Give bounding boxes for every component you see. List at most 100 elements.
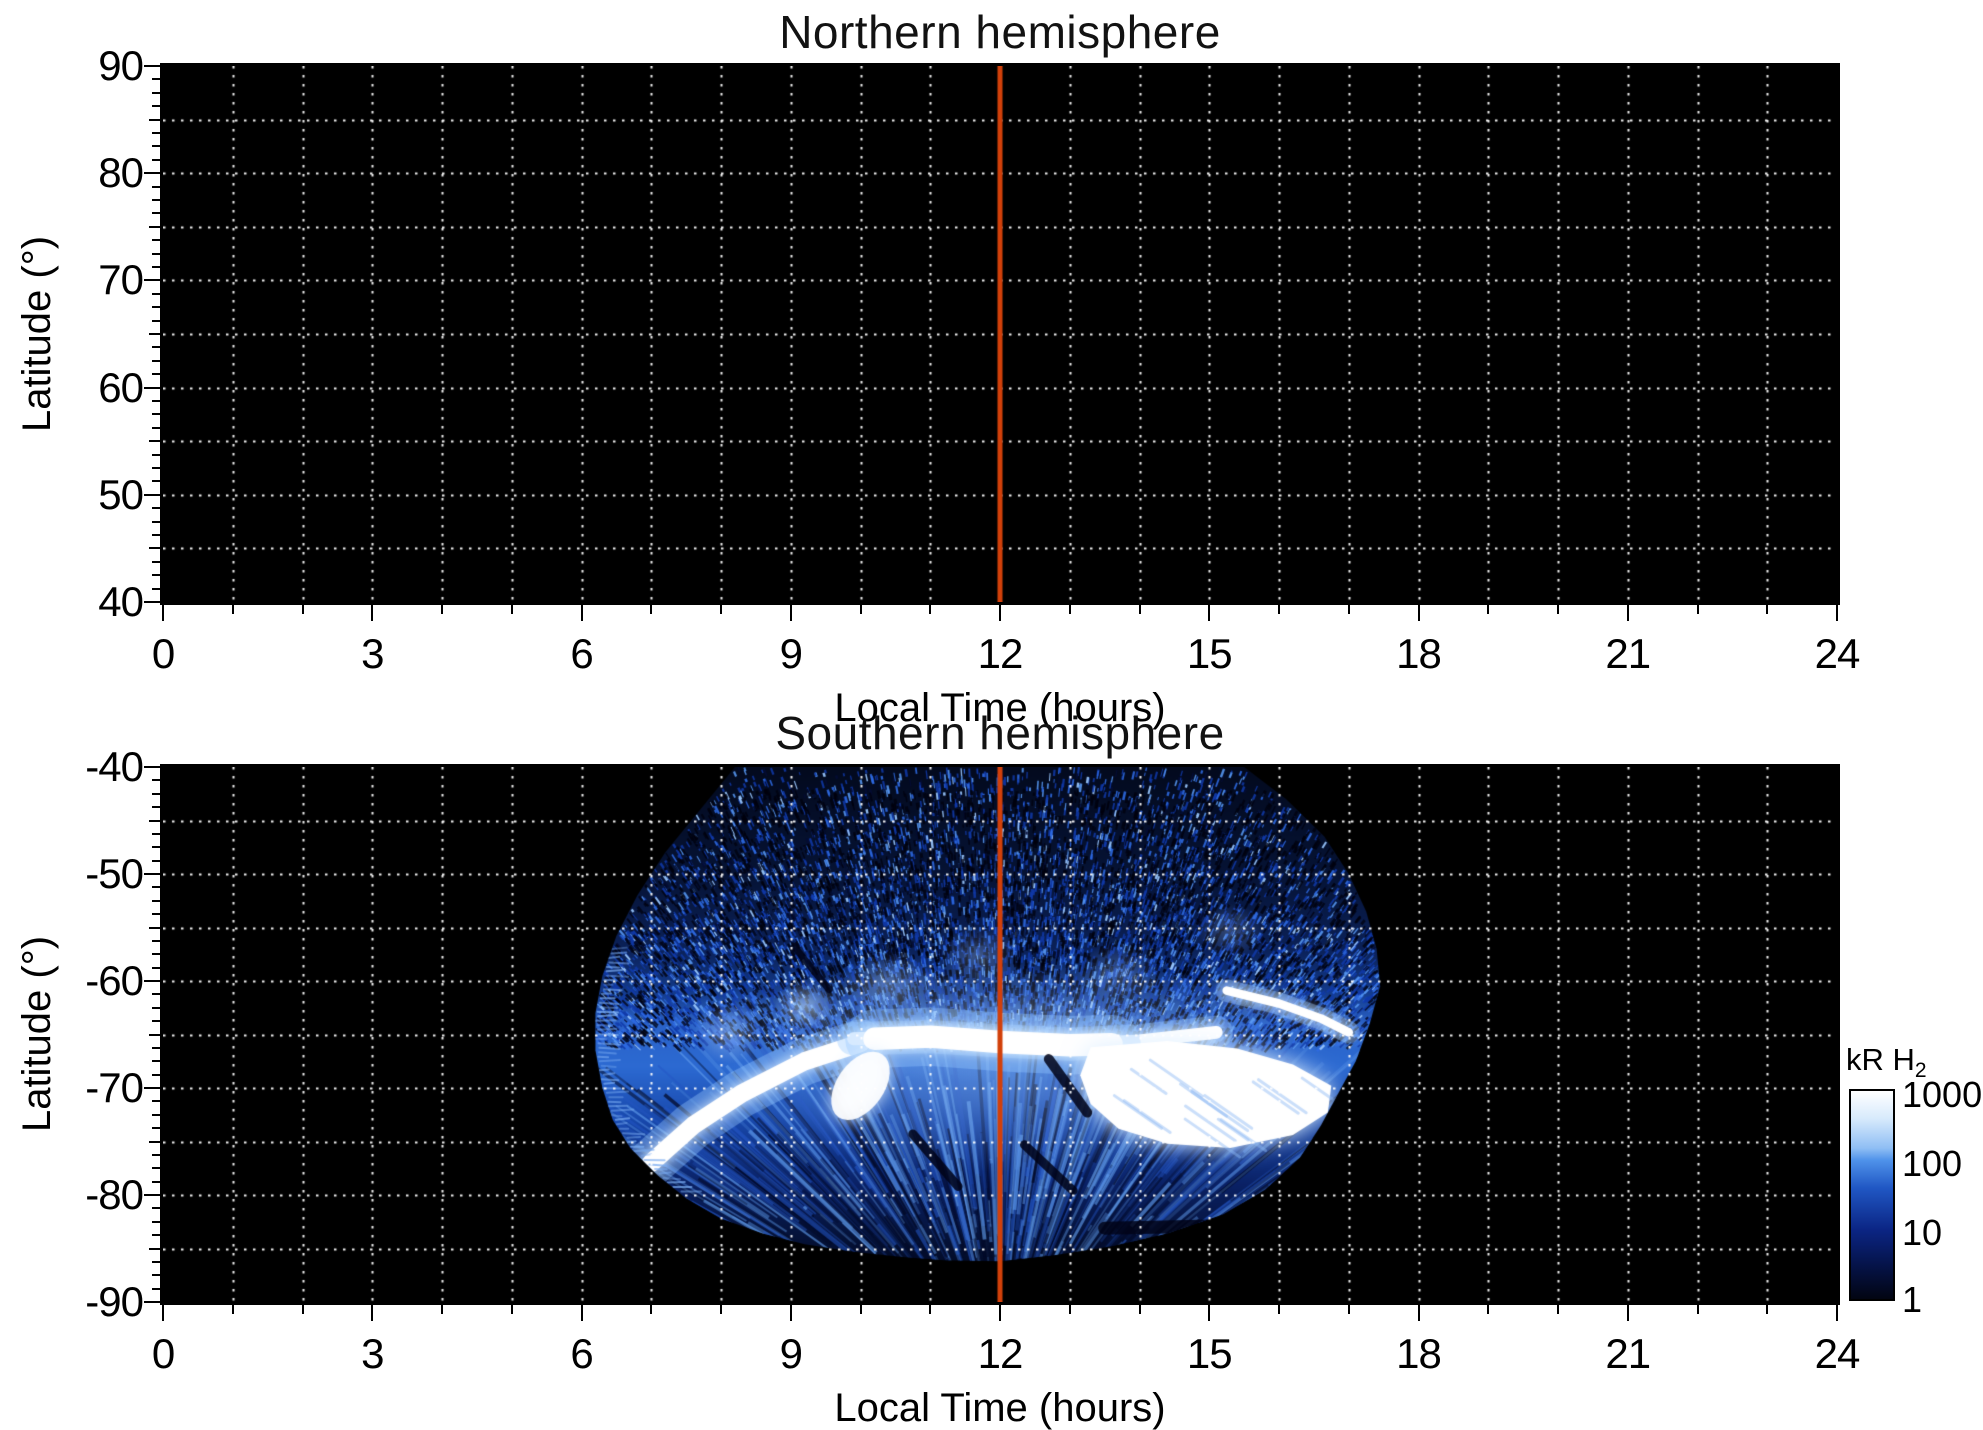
y-tick-mark (144, 172, 160, 175)
y-tick-mark (152, 306, 160, 309)
y-tick-mark (152, 1153, 160, 1156)
y-tick-label: 80 (98, 149, 144, 197)
north-y-axis-label: Latitude (°) (15, 235, 59, 433)
y-tick-mark (152, 792, 160, 795)
x-tick-mark (1766, 605, 1769, 614)
south-panel-title: Southern hemisphere (775, 707, 1225, 759)
y-tick-mark (152, 145, 160, 148)
y-tick-mark (152, 1274, 160, 1277)
x-tick-mark (789, 605, 792, 621)
y-tick-mark (149, 118, 160, 121)
y-tick-mark (152, 453, 160, 456)
x-tick-mark (1278, 1305, 1280, 1314)
y-tick-label: -60 (85, 957, 144, 1004)
south-panel-plot-area (160, 764, 1840, 1305)
x-tick-label: 21 (1605, 630, 1651, 677)
y-tick-mark (149, 926, 160, 929)
y-tick-mark (152, 520, 160, 523)
y-tick-mark (152, 199, 160, 201)
y-tick-mark (144, 766, 160, 768)
y-tick-mark (152, 859, 160, 862)
south-y-axis-label: Latitude (°) (15, 935, 59, 1133)
y-tick-mark (152, 1060, 160, 1063)
y-tick-mark (152, 252, 160, 255)
y-tick-mark (149, 1140, 160, 1143)
y-tick-mark (152, 413, 160, 416)
y-tick-mark (144, 1087, 160, 1089)
y-tick-mark (144, 386, 160, 389)
y-tick-mark (152, 1113, 160, 1116)
y-tick-mark (149, 333, 160, 335)
x-tick-mark (1626, 605, 1629, 621)
x-tick-mark (441, 1305, 443, 1314)
x-tick-mark (1208, 605, 1211, 621)
x-tick-label: 6 (570, 630, 593, 677)
y-tick-mark (144, 1194, 160, 1196)
y-tick-mark (152, 886, 160, 889)
y-tick-mark (152, 913, 160, 916)
x-tick-label: 18 (1396, 630, 1442, 677)
y-tick-mark (149, 1247, 160, 1250)
north-x-axis-label: Local Time (hours) (834, 686, 1166, 730)
x-tick-mark (1068, 605, 1071, 614)
y-tick-mark (152, 1020, 160, 1023)
x-tick-mark (580, 605, 583, 621)
y-tick-mark (152, 1006, 160, 1009)
y-tick-mark (152, 1180, 160, 1183)
y-tick-mark (152, 899, 160, 902)
y-tick-mark (152, 993, 160, 996)
x-tick-label: 6 (570, 1330, 593, 1377)
x-tick-mark (1417, 605, 1420, 621)
y-tick-mark (152, 574, 160, 577)
y-tick-mark (152, 846, 160, 849)
y-tick-mark (144, 873, 160, 875)
x-tick-label: 0 (151, 630, 175, 677)
colorbar-tick-label: 1 (1902, 1279, 1923, 1320)
y-tick-mark (144, 601, 160, 603)
y-tick-mark (152, 1100, 160, 1103)
colorbar-tick-label: 100 (1902, 1143, 1963, 1184)
y-tick-mark (152, 373, 160, 376)
x-tick-mark (1557, 1305, 1559, 1314)
x-tick-label: 24 (1814, 630, 1861, 677)
north-panel-plot-area (160, 63, 1840, 605)
x-tick-mark (720, 1305, 722, 1314)
colorbar-title-subscript: 2 (1914, 1059, 1927, 1083)
x-tick-label: 0 (151, 1330, 175, 1377)
y-tick-mark (152, 359, 160, 362)
x-tick-mark (720, 605, 722, 614)
x-tick-mark (650, 1305, 653, 1314)
y-tick-mark (152, 239, 160, 242)
colorbar-gradient (1849, 1089, 1895, 1301)
y-tick-label: -40 (85, 743, 144, 790)
x-tick-mark (1696, 1305, 1699, 1314)
x-tick-mark (301, 605, 304, 614)
y-tick-mark (152, 939, 160, 942)
south-heatmap-canvas (163, 767, 1837, 1302)
x-tick-mark (1417, 1305, 1420, 1321)
x-tick-mark (859, 1305, 862, 1314)
y-tick-mark (149, 1033, 160, 1036)
y-tick-mark (144, 493, 160, 496)
x-tick-mark (1487, 1305, 1490, 1314)
y-tick-mark (152, 105, 160, 108)
y-tick-mark (152, 467, 160, 469)
x-tick-label: 21 (1605, 1330, 1651, 1377)
y-tick-label: -70 (85, 1064, 144, 1111)
north-panel-title: Northern hemisphere (779, 6, 1221, 58)
y-tick-mark (149, 440, 160, 443)
y-tick-mark (152, 806, 160, 809)
x-tick-mark (510, 605, 513, 614)
x-tick-mark (1626, 1305, 1629, 1321)
x-tick-mark (441, 605, 443, 614)
y-tick-label: 70 (98, 256, 144, 304)
y-tick-mark (152, 832, 160, 835)
x-tick-mark (162, 605, 164, 621)
y-tick-mark (152, 1073, 160, 1076)
x-tick-label: 3 (361, 1330, 384, 1377)
y-tick-mark (152, 966, 160, 969)
x-tick-label: 18 (1396, 1330, 1442, 1377)
y-tick-label: 50 (98, 470, 144, 518)
x-tick-mark (789, 1305, 792, 1321)
